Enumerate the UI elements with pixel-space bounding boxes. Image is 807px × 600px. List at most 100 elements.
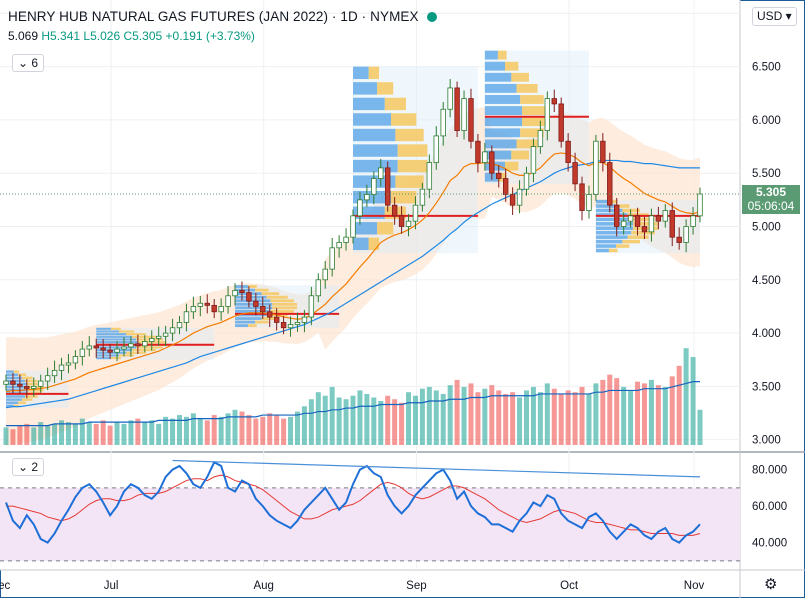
ohlc-close: C5.305: [123, 29, 163, 43]
volume-bar: [607, 374, 613, 445]
volume-profile-bar-up: [595, 208, 623, 213]
volume-profile-bar-up: [6, 401, 19, 404]
volume-bar: [156, 423, 162, 445]
symbol-title[interactable]: HENRY HUB NATURAL GAS FUTURES (JAN 2022)…: [8, 9, 437, 24]
candle-body: [155, 335, 162, 339]
volume-bar: [350, 395, 356, 445]
candle-body: [683, 226, 689, 243]
volume-profile-bar-up: [235, 299, 271, 303]
volume-profile-bar-up: [6, 382, 28, 386]
candle-body: [315, 279, 321, 297]
volume-profile-bar-up: [595, 226, 634, 231]
volume-profile-bar-down: [633, 222, 658, 226]
price-tick-label: 3.000: [752, 435, 781, 447]
time-tick-label: Oct: [560, 580, 579, 592]
candle-body: [273, 316, 280, 323]
candle-body: [516, 188, 523, 206]
volume-profile-bar-down: [138, 341, 167, 344]
volume-profile-bar-up: [353, 159, 398, 173]
volume-bar: [3, 427, 9, 445]
volume-profile-bar-down: [395, 128, 424, 142]
volume-bar: [517, 397, 523, 445]
currency-selector[interactable]: USD ▾: [752, 7, 797, 26]
candle-body: [551, 98, 557, 105]
volume-bar: [142, 422, 148, 445]
volume-bar: [683, 348, 689, 445]
volume-profile-bar-down: [391, 113, 417, 126]
candle-body: [162, 332, 169, 337]
bar-countdown: 05:06:04: [747, 198, 795, 213]
candle-body: [440, 108, 446, 137]
candle-body: [364, 194, 370, 201]
rsi-tick-label: 60.000: [752, 501, 787, 513]
volume-profile-bar-down: [497, 50, 507, 60]
volume-profile-bar-down: [18, 373, 27, 376]
rsi-indicators-toggle[interactable]: ⌄ 2: [12, 458, 45, 476]
volume-profile-bar-down: [631, 217, 655, 222]
gear-icon[interactable]: ⚙: [764, 576, 778, 593]
volume-profile-bar-down: [511, 72, 529, 82]
volume-bar: [211, 415, 217, 445]
candle-body: [24, 385, 30, 389]
volume-profile-bar-down: [110, 357, 121, 360]
volume-profile-bar-down: [28, 389, 44, 392]
volume-profile-bar-up: [595, 204, 617, 208]
time-tick-label: Aug: [253, 580, 273, 592]
volume-profile-bar-up: [96, 354, 120, 357]
candle-body: [308, 295, 315, 318]
candle-body: [114, 348, 120, 353]
volume-profile-bar-up: [6, 373, 19, 376]
volume-profile-bar-down: [255, 288, 269, 292]
volume-bar: [267, 413, 273, 445]
volume-bar: [204, 420, 210, 445]
candle-body: [600, 140, 606, 163]
volume-profile-bar-down: [368, 66, 380, 80]
volume-profile-bar-down: [136, 346, 163, 349]
candle-body: [218, 306, 224, 313]
candle-body: [565, 140, 571, 163]
volume-profile-bar-down: [21, 398, 33, 401]
price-tick-label: 5.500: [752, 168, 781, 180]
volume-profile-bar-up: [484, 83, 517, 93]
volume-profile-bar-up: [96, 338, 137, 341]
candle-body: [384, 167, 391, 206]
candle-body: [426, 162, 433, 190]
volume-profile-bar-up: [96, 351, 127, 354]
volume-profile-bar-down: [608, 248, 618, 253]
volume-bar: [24, 423, 30, 445]
volume-bar: [551, 388, 557, 445]
rsi-tick-label: 40.000: [752, 538, 787, 550]
volume-profile-bar-up: [484, 106, 523, 116]
price-tick-label: 5.000: [752, 222, 781, 234]
volume-bar: [454, 379, 460, 445]
candle-body: [509, 194, 516, 206]
volume-profile-bar-up: [484, 128, 521, 138]
candle-body: [572, 162, 578, 185]
volume-profile-bar-down: [504, 161, 519, 171]
volume-bar: [628, 390, 634, 445]
main-indicators-toggle[interactable]: ⌄ 6: [12, 54, 45, 72]
candle-body: [523, 172, 530, 190]
candle-body: [93, 345, 99, 349]
time-tick-label: Jul: [104, 580, 119, 592]
volume-profile-bar-up: [235, 288, 256, 292]
fast-moving-average: [5, 152, 701, 393]
volume-profile-bar-up: [595, 239, 623, 244]
volume-bar: [38, 422, 44, 445]
volume-profile-bar-up: [96, 349, 133, 352]
volume-profile-bar-down: [631, 230, 655, 235]
volume-bar: [288, 416, 294, 445]
candle-body: [183, 311, 190, 323]
volume-bar: [149, 420, 155, 445]
volume-bar: [565, 390, 571, 445]
candle-body: [482, 151, 488, 163]
candle-body: [169, 327, 176, 334]
last-price-label: 5.305 05:06:04: [742, 184, 800, 214]
ohlc-low: L5.026: [83, 29, 121, 43]
candle-body: [405, 220, 412, 227]
volume-profile-bar-down: [126, 333, 147, 336]
volume-profile-bar-down: [622, 239, 641, 244]
volume-bar: [530, 386, 536, 445]
volume-bar: [225, 413, 231, 445]
